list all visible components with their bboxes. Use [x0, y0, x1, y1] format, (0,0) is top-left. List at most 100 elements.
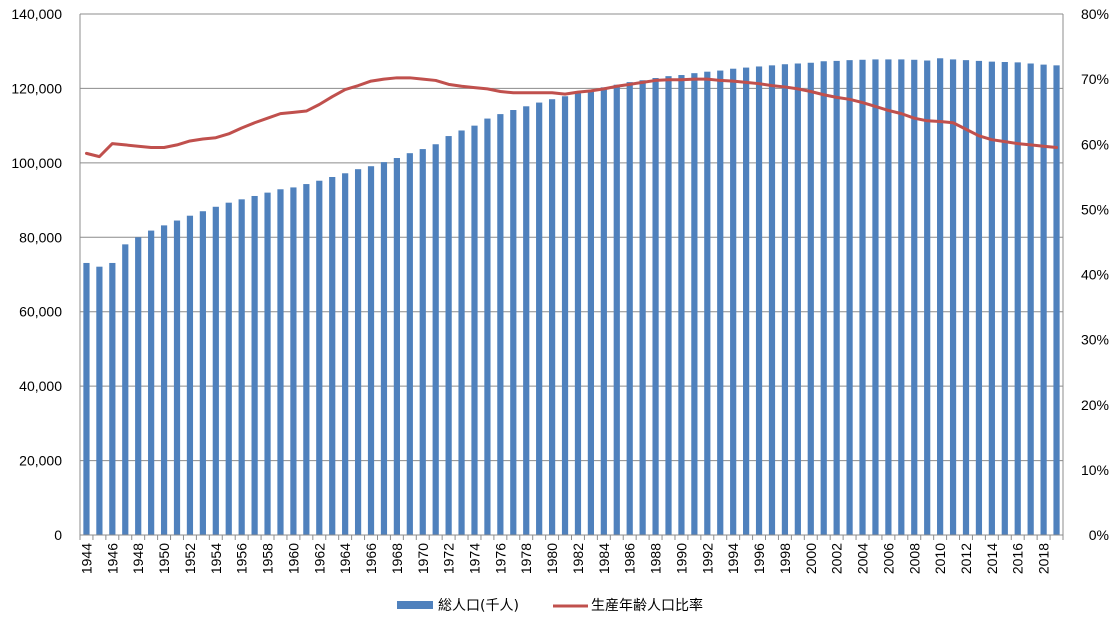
y-left-tick-label: 80,000	[19, 229, 62, 245]
bar	[833, 60, 840, 535]
x-tick-label: 2000	[803, 543, 819, 574]
bar	[342, 173, 349, 535]
x-tick-label: 1968	[389, 543, 405, 574]
y-right-tick-label: 40%	[1081, 267, 1109, 283]
x-tick-label: 1956	[234, 543, 250, 574]
x-tick-label: 1986	[622, 543, 638, 574]
x-tick-label: 1966	[363, 543, 379, 574]
bar	[962, 60, 970, 535]
x-tick-label: 2014	[984, 543, 1000, 574]
x-tick-label: 1996	[751, 543, 767, 574]
y-left-tick-label: 100,000	[11, 155, 62, 171]
x-tick-label: 2002	[829, 543, 845, 574]
bar	[380, 162, 388, 535]
x-tick-label: 1962	[311, 543, 327, 574]
bar	[872, 59, 879, 535]
bar	[911, 59, 918, 536]
bar	[484, 118, 491, 535]
bar	[548, 99, 556, 536]
x-tick-label: 1952	[182, 543, 198, 574]
bar	[251, 195, 258, 536]
x-tick-label: 1946	[104, 543, 120, 574]
legend-line-label: 生産年齢人口比率	[591, 597, 703, 614]
bar	[859, 59, 866, 536]
bar	[1027, 63, 1034, 536]
bar	[846, 60, 853, 535]
bar	[264, 192, 271, 535]
bar	[574, 93, 582, 536]
bar	[704, 71, 711, 536]
bar	[199, 211, 206, 535]
x-tick-label: 2010	[932, 543, 948, 574]
bar	[691, 73, 698, 535]
bar	[471, 125, 478, 536]
bar	[135, 237, 142, 536]
bar	[536, 102, 543, 535]
bar	[1053, 65, 1060, 535]
x-tick-label: 2018	[1036, 543, 1052, 574]
bar	[225, 202, 232, 535]
bar	[96, 266, 103, 535]
bar	[419, 149, 426, 535]
bar	[329, 176, 336, 535]
legend-bar-swatch	[397, 601, 433, 609]
bar	[665, 76, 672, 535]
x-tick-label: 1964	[337, 543, 353, 574]
bar	[186, 215, 194, 536]
bar	[354, 169, 362, 535]
bar	[781, 64, 789, 535]
bar	[303, 184, 310, 536]
y-right-tick-label: 60%	[1081, 136, 1109, 152]
y-right-tick-label: 20%	[1081, 397, 1109, 413]
y-left-tick-label: 0	[54, 527, 62, 543]
bars	[83, 58, 1060, 536]
x-tick-label: 2004	[855, 543, 871, 574]
bar	[768, 65, 776, 535]
bar	[755, 66, 763, 536]
y-left-tick-label: 120,000	[11, 80, 62, 96]
bar	[1001, 62, 1008, 535]
x-tick-label: 1976	[492, 543, 508, 574]
bar	[652, 78, 659, 535]
x-tick-label: 2016	[1010, 543, 1026, 574]
bar	[587, 90, 595, 536]
y-left-tick-label: 20,000	[19, 453, 62, 469]
bar	[122, 244, 129, 535]
legend: 総人口(千人) 生産年齢人口比率	[397, 597, 703, 614]
bar	[743, 67, 750, 536]
x-tick-label: 2012	[958, 543, 974, 574]
bar	[717, 70, 724, 536]
bar	[807, 62, 814, 536]
x-tick-label: 1950	[156, 543, 172, 574]
x-tick-label: 1984	[596, 543, 612, 574]
bar	[367, 166, 375, 535]
y-right-tick-label: 70%	[1081, 71, 1109, 87]
y-left-tick-label: 40,000	[19, 378, 62, 394]
x-tick-label: 1944	[78, 543, 94, 574]
bar	[730, 68, 737, 535]
bar	[160, 225, 168, 535]
x-tick-label: 1972	[441, 543, 457, 574]
bar	[510, 110, 517, 536]
bar	[393, 158, 400, 535]
x-tick-label: 2008	[906, 543, 922, 574]
bar	[820, 61, 827, 535]
x-tick-label: 1994	[725, 543, 741, 574]
bar	[238, 199, 245, 535]
y-left-tick-label: 60,000	[19, 304, 62, 320]
bar	[794, 63, 801, 536]
y-right-tick-label: 0%	[1089, 527, 1109, 543]
bar	[613, 84, 620, 535]
bar	[678, 75, 685, 535]
y-right-tick-label: 80%	[1081, 6, 1109, 22]
x-tick-label: 1980	[544, 543, 560, 574]
bar	[1040, 64, 1047, 536]
bar	[885, 59, 892, 535]
x-tick-label: 1982	[570, 543, 586, 574]
x-tick-label: 2006	[880, 543, 896, 574]
x-tick-label: 1970	[415, 543, 431, 574]
bar	[109, 262, 116, 535]
bar	[898, 59, 905, 535]
line-series	[84, 76, 1059, 159]
bar	[277, 189, 284, 535]
